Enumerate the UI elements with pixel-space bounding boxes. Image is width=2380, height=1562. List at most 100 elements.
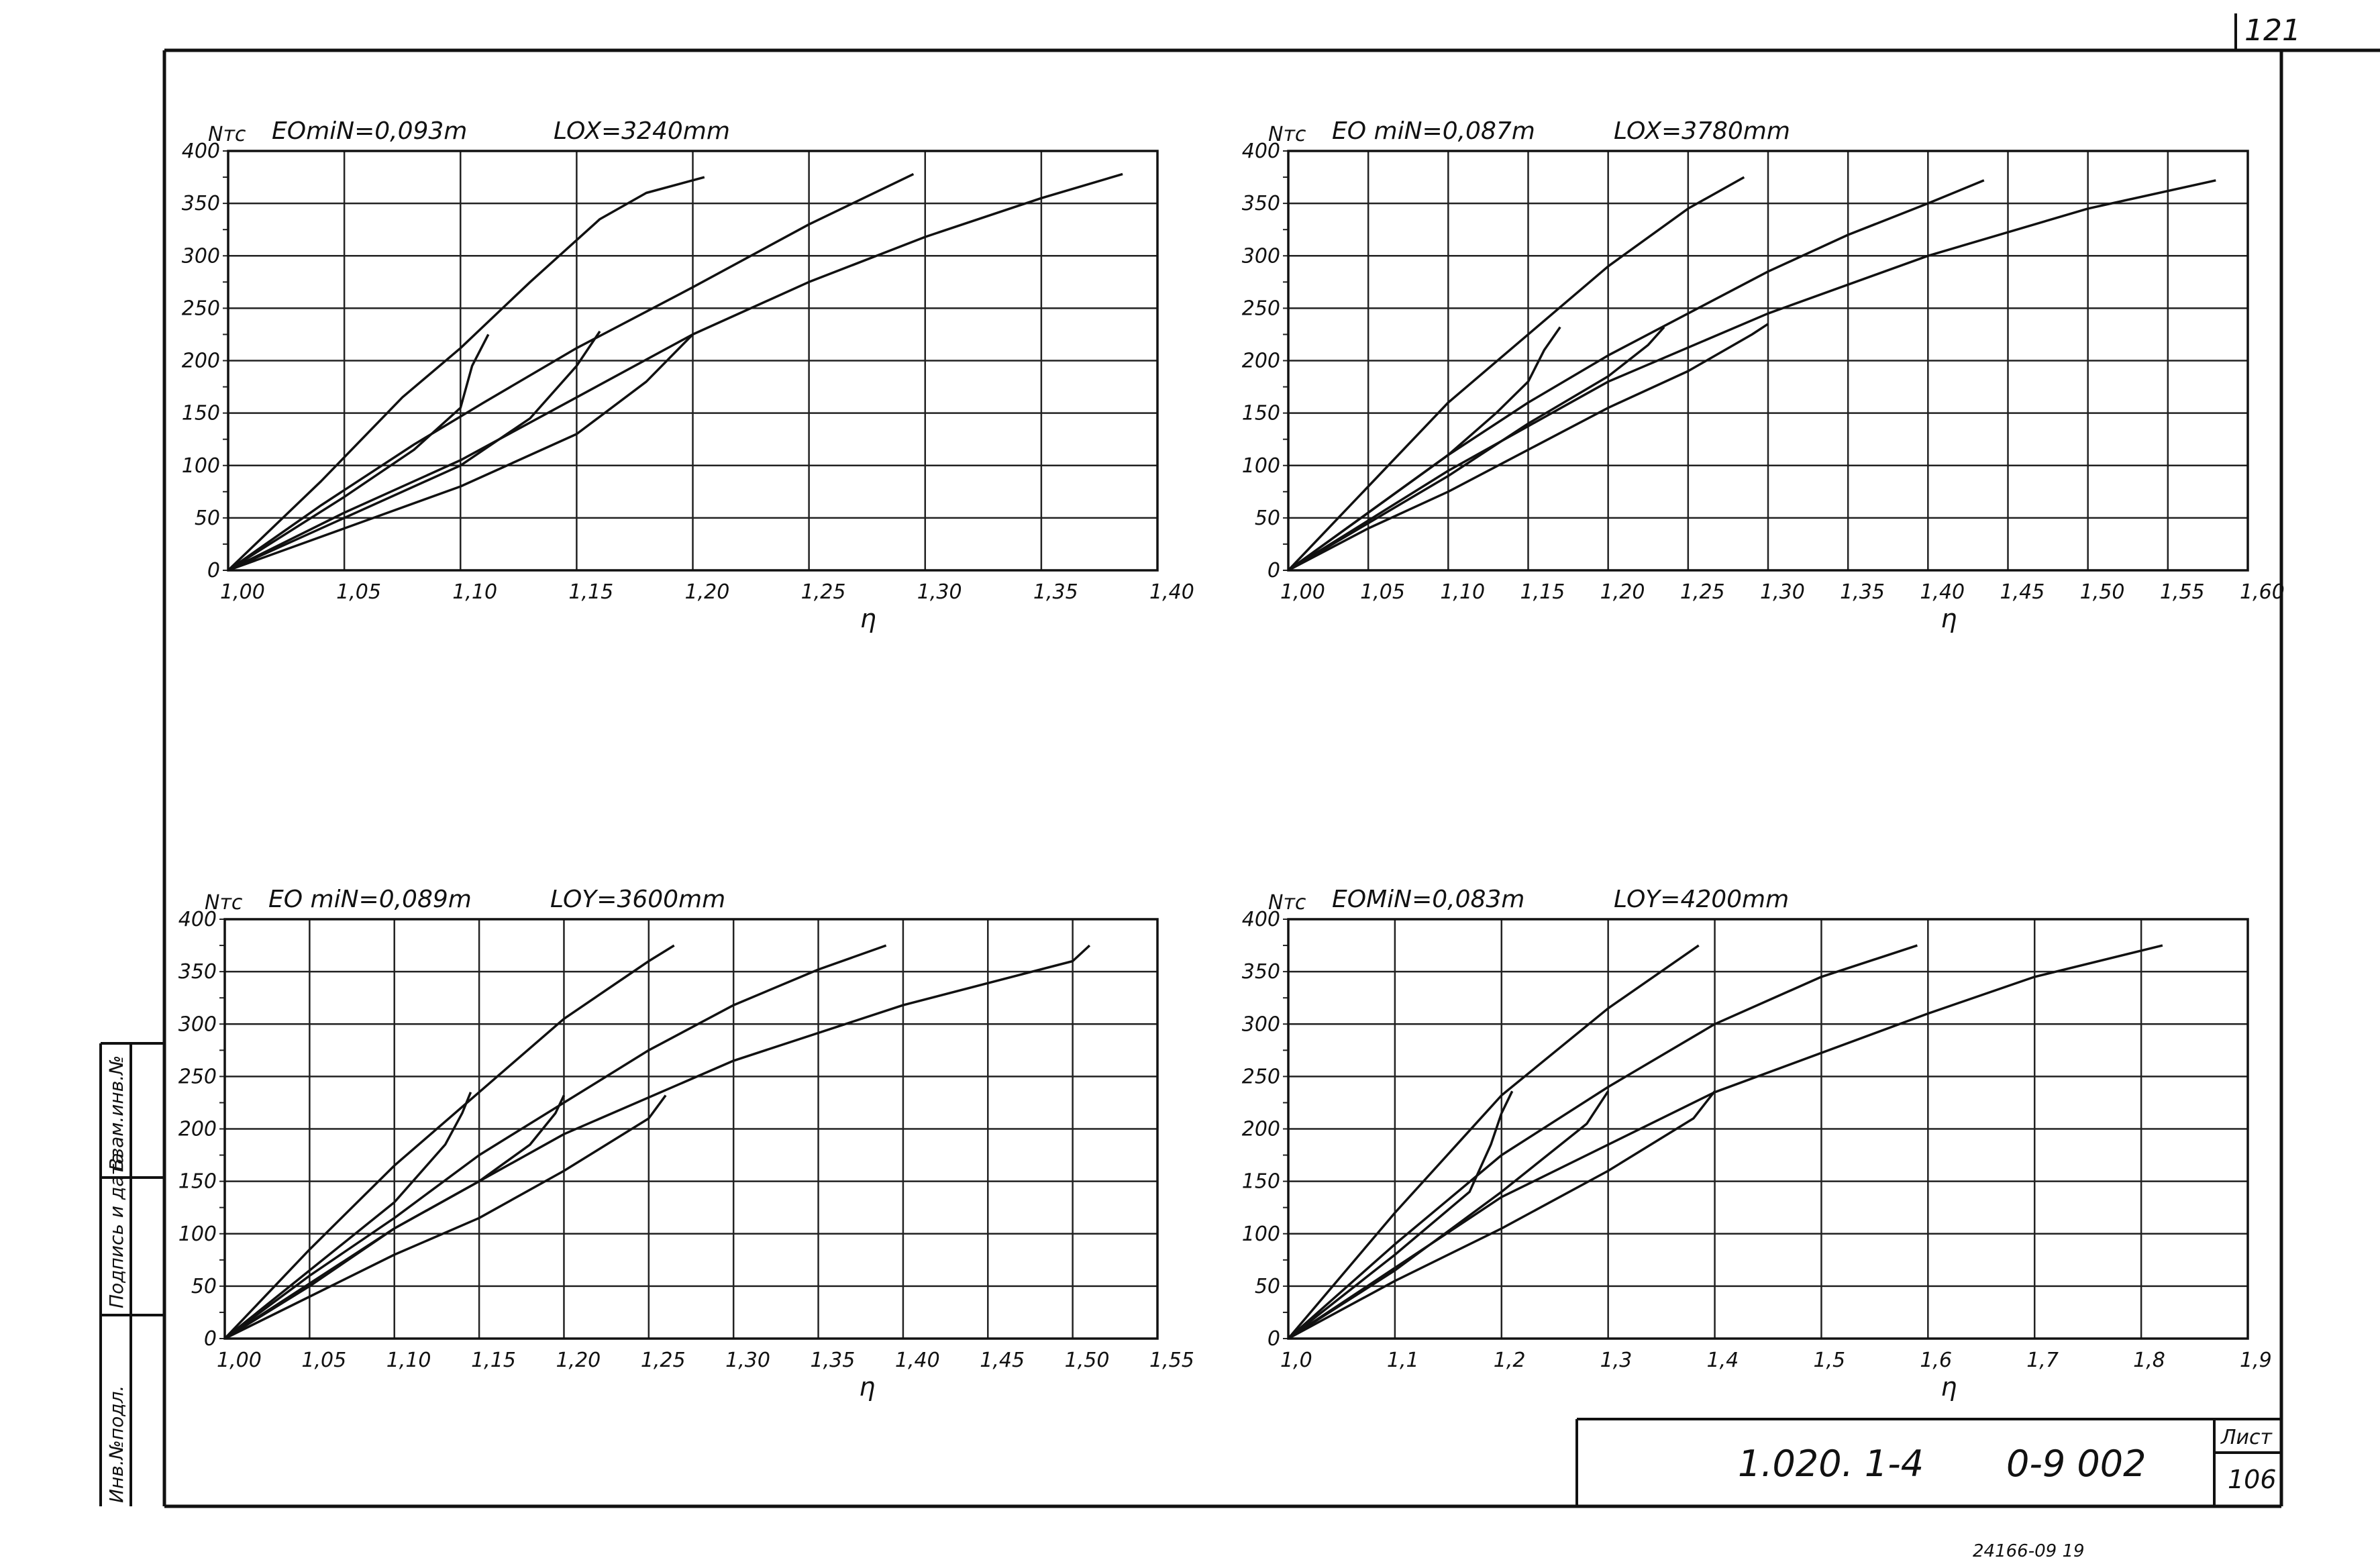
chart-4: 1,0 1,1 1,2 1,3 1,4 1,5 1,6 1,7 1,8 1,9 0 50 100 150 2…: [1242, 886, 2272, 1402]
side-label-sign: Подпись и дата: [105, 1153, 127, 1308]
chart-1-param-left: EOmiN=0,093m: [272, 117, 467, 145]
chart-2-ytick-label: 0: [1267, 559, 1280, 582]
chart-2-series-3: [1288, 179, 2216, 572]
chart-1-xlabel: η: [860, 604, 876, 633]
chart-1-series-2: [227, 172, 915, 572]
chart-2-ylabel: Nтс: [1268, 123, 1306, 146]
chart-3-ytick-label: 0: [204, 1327, 217, 1351]
chart-1-series-6: [227, 333, 694, 572]
chart-1: 1,00 1,05 1,10 1,15 1,20 1,25 1,30 1,35 1,40 0 50 1…: [182, 117, 1194, 633]
chart-3-ytick-label: 100: [178, 1222, 217, 1246]
chart-2-xlabel: η: [1941, 604, 1957, 633]
chart-1-ytick-label: 300: [182, 244, 220, 268]
chart-2-ytick-label: 50: [1255, 507, 1280, 530]
chart-4-ylabel: Nтс: [1268, 891, 1306, 915]
side-label-inv: Инв.№подл.: [105, 1386, 127, 1503]
corner-sheet-number: 121: [2244, 13, 2301, 48]
chart-4-ytick-label: 50: [1255, 1275, 1280, 1298]
chart-1-series-4: [227, 333, 490, 572]
chart-2-xtick-label: 1,60: [2240, 580, 2285, 604]
chart-3-xtick-label: 1,30: [725, 1349, 770, 1372]
chart-4-xlabel: η: [1941, 1372, 1957, 1402]
chart-2-series-4: [1287, 326, 1561, 572]
title-series: 0-9 002: [2006, 1443, 2146, 1485]
chart-2-xtick-label: 1,55: [2160, 580, 2205, 604]
chart-2-ytick-label: 400: [1242, 140, 1280, 163]
chart-3-series-1: [223, 944, 675, 1340]
chart-4-ytick-label: 0: [1267, 1327, 1280, 1351]
chart-3-xtick-label: 1,55: [1149, 1349, 1194, 1372]
chart-1-ytick-label: 100: [182, 454, 220, 478]
chart-2-xtick-label: 1,40: [1920, 580, 1965, 604]
chart-4-series-2: [1287, 944, 1918, 1340]
chart-4-xtick-label: 1,8: [2133, 1349, 2165, 1372]
chart-4-series-6: [1288, 1090, 1716, 1340]
chart-3-ylabel: Nтс: [205, 891, 243, 915]
chart-1-xtick-label: 1,35: [1033, 580, 1078, 604]
chart-3-xtick-label: 1,05: [301, 1349, 346, 1372]
chart-1-ytick-label: 250: [182, 297, 220, 320]
chart-3-xtick-label: 1,50: [1065, 1349, 1110, 1372]
chart-2-series-5: [1288, 326, 1665, 572]
chart-4-xtick-label: 1,2: [1494, 1349, 1526, 1372]
chart-2-xtick-label: 1,35: [1840, 580, 1885, 604]
chart-1-ytick-label: 50: [195, 507, 220, 530]
chart-4-ytick-label: 200: [1242, 1118, 1280, 1141]
chart-1-xtick-label: 1,40: [1149, 580, 1194, 604]
chart-3-ytick-label: 50: [191, 1275, 217, 1298]
side-label-replace: Взам.инв.№: [105, 1055, 127, 1171]
chart-3-param-right: LOY=3600mm: [550, 886, 725, 913]
chart-3-param-left: EO miN=0,089m: [268, 886, 472, 913]
chart-3-xtick-label: 1,45: [980, 1349, 1025, 1372]
list-number: 106: [2228, 1465, 2277, 1494]
chart-2-ytick-label: 300: [1242, 244, 1280, 268]
chart-3-ytick-label: 350: [178, 960, 217, 984]
chart-3-ytick-label: 400: [178, 908, 217, 931]
chart-3-ytick-label: 250: [178, 1065, 217, 1088]
chart-1-series-5: [227, 330, 601, 572]
chart-2-param-left: EO miN=0,087m: [1332, 117, 1535, 145]
chart-3-xlabel: η: [859, 1372, 875, 1402]
chart-2-xtick-label: 1,30: [1760, 580, 1805, 604]
chart-3: 1,00 1,05 1,10 1,15 1,20 1,25 1,30 1,35 1,40 1,45…: [178, 886, 1194, 1402]
chart-4-xtick-label: 1,7: [2026, 1349, 2059, 1372]
charts-container: 1,00 1,05 1,10 1,15 1,20 1,25 1,30 1,35 1,400501…: [178, 117, 2285, 1402]
chart-2-xtick-label: 1,00: [1280, 580, 1325, 604]
chart-2-param-right: LOX=3780mm: [1614, 117, 1790, 145]
chart-3-xtick-label: 1,15: [471, 1349, 516, 1372]
chart-2-xtick-label: 1,15: [1520, 580, 1565, 604]
chart-2-series-1: [1287, 176, 1745, 572]
chart-4-ytick-label: 350: [1242, 960, 1280, 984]
chart-4-ytick-label: 300: [1242, 1012, 1280, 1036]
chart-1-xtick-label: 1,10: [452, 580, 497, 604]
chart-4-ytick-label: 150: [1242, 1170, 1280, 1194]
sheet-frame: [99, 13, 2380, 1508]
chart-2-ytick-label: 200: [1242, 350, 1280, 373]
chart-2-xtick-label: 1,25: [1680, 580, 1725, 604]
chart-4-series-5: [1288, 1090, 1610, 1340]
bottom-note: 24166-09 19: [1973, 1541, 2085, 1561]
chart-2-xtick-label: 1,20: [1600, 580, 1645, 604]
chart-3-xtick-label: 1,35: [811, 1349, 856, 1372]
chart-3-xtick-label: 1,20: [556, 1349, 601, 1372]
chart-2-xtick-label: 1,50: [2080, 580, 2125, 604]
chart-4-xtick-label: 1,9: [2240, 1349, 2272, 1372]
chart-2-series-2: [1287, 179, 1985, 572]
chart-4-series-3: [1288, 944, 2163, 1340]
chart-4-frame: [1287, 918, 2249, 1340]
chart-4-xtick-label: 1,1: [1387, 1349, 1419, 1372]
chart-3-xtick-label: 1,25: [641, 1349, 686, 1372]
chart-2-frame: [1287, 150, 2249, 572]
chart-4-xtick-label: 1,4: [1707, 1349, 1739, 1372]
chart-3-xtick-label: 1,40: [895, 1349, 940, 1372]
chart-1-xtick-label: 1,15: [568, 580, 613, 604]
list-label: Лист: [2220, 1426, 2273, 1449]
chart-4-xtick-label: 1,6: [1920, 1349, 1952, 1372]
chart-2-ytick-label: 350: [1242, 192, 1280, 215]
chart-3-series-4: [223, 1092, 472, 1340]
chart-2-xtick-label: 1,05: [1360, 580, 1405, 604]
chart-3-series-2: [223, 944, 887, 1340]
chart-1-frame: [227, 150, 1159, 572]
chart-1-param-right: LOX=3240mm: [554, 117, 730, 145]
chart-3-ytick-label: 150: [178, 1170, 217, 1194]
